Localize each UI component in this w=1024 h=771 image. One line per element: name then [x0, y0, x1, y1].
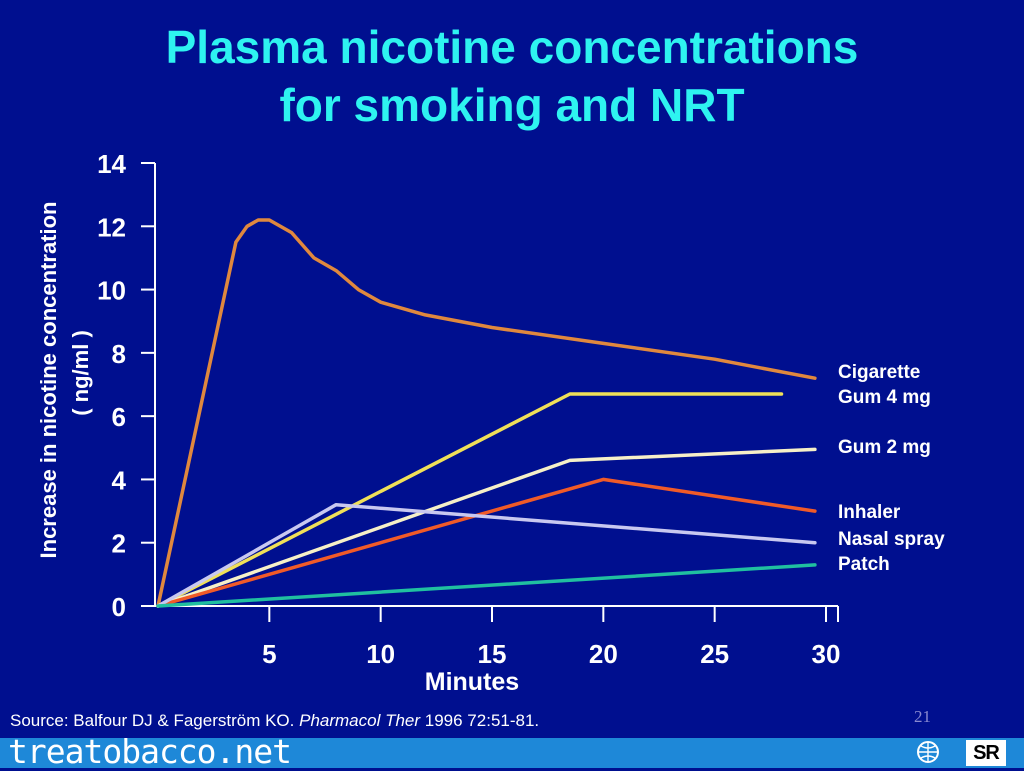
- brand-logo: treatobacco.net: [8, 732, 292, 771]
- y-tick-label: 14: [97, 149, 126, 179]
- footer-bar: treatobacco.net SR: [0, 732, 1024, 771]
- series-line-gum-4-mg: [156, 392, 784, 608]
- series-line-nasal-spray: [156, 502, 817, 608]
- source-journal: Pharmacol Ther: [299, 711, 421, 730]
- legend-label-gum-4-mg: Gum 4 mg: [838, 387, 931, 408]
- sr-logo: SR: [966, 740, 1006, 766]
- legend-label-inhaler: Inhaler: [838, 502, 901, 523]
- source-citation: Source: Balfour DJ & Fagerström KO. Phar…: [10, 711, 539, 731]
- legend-label-patch: Patch: [838, 554, 890, 575]
- series-line-cigarette: [156, 218, 817, 608]
- x-tick-label: 20: [589, 639, 618, 669]
- y-axis-title: Increase in nicotine concentration: [36, 202, 61, 559]
- page-title: Plasma nicotine concentrations for smoki…: [0, 18, 1024, 134]
- title-line-1: Plasma nicotine concentrations: [165, 21, 859, 73]
- y-tick-label: 0: [112, 592, 126, 622]
- x-tick-label: 10: [366, 639, 395, 669]
- series-line-gum-2-mg: [156, 447, 817, 608]
- y-tick-label: 4: [112, 465, 127, 495]
- slide-number: 21: [914, 707, 931, 726]
- y-tick-label: 6: [112, 402, 126, 432]
- y-tick-label: 2: [112, 529, 126, 559]
- x-tick-label: 5: [262, 639, 276, 669]
- y-tick-label: 10: [97, 276, 126, 306]
- series-line-inhaler: [156, 477, 817, 608]
- globe-logo-icon: [917, 741, 939, 763]
- x-tick-label: 15: [478, 639, 507, 669]
- y-tick-label: 12: [97, 212, 126, 242]
- source-rest: 1996 72:51-81.: [420, 711, 540, 730]
- legend-label-nasal-spray: Nasal spray: [838, 529, 945, 550]
- legend-label-cigarette: Cigarette: [838, 362, 920, 383]
- series-line-patch: [156, 563, 817, 608]
- x-tick-label: 25: [700, 639, 729, 669]
- x-axis-title: Minutes: [425, 668, 519, 696]
- legend-label-gum-2-mg: Gum 2 mg: [838, 437, 931, 458]
- nicotine-line-chart: 0 2 4 6 8 10 12 14 5 10 15 20 25 30 Minutes Increase in…: [36, 149, 945, 696]
- y-axis-unit: ( ng/ml ): [68, 330, 93, 416]
- y-tick-label: 8: [112, 339, 126, 369]
- title-line-2: for smoking and NRT: [279, 79, 745, 131]
- source-prefix: Source: Balfour DJ & Fagerström KO.: [10, 711, 300, 730]
- x-tick-label: 30: [812, 639, 841, 669]
